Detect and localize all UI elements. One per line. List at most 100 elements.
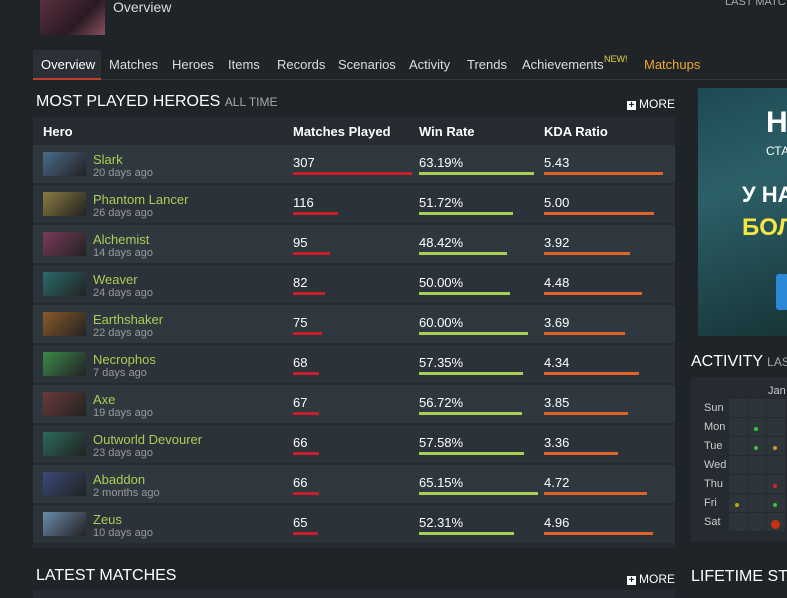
matches-played: 82 xyxy=(293,275,308,290)
activity-dot xyxy=(773,484,777,488)
nav-tab[interactable]: Matchups xyxy=(644,57,701,72)
win-rate: 63.19% xyxy=(419,155,464,170)
more-button[interactable]: MORE xyxy=(627,572,675,586)
win-rate: 51.72% xyxy=(419,195,464,210)
activity-dot xyxy=(735,503,739,507)
matches-bar xyxy=(293,292,325,295)
calendar-cell xyxy=(729,399,747,417)
profile-title: Overview xyxy=(113,0,172,15)
nav-tab[interactable]: Trends xyxy=(467,57,507,72)
weekday-label: Fri xyxy=(704,497,717,509)
table-row: Abaddon 2 months ago 66 65.15% 4.72 xyxy=(33,465,675,503)
hero-name[interactable]: Outworld Devourer xyxy=(93,432,203,447)
calendar-cell xyxy=(748,456,766,474)
weekday-label: Sun xyxy=(704,402,724,414)
calendar-cell xyxy=(748,494,766,512)
kda-bar xyxy=(544,452,618,455)
win-rate-bar xyxy=(419,532,515,535)
kda-bar xyxy=(544,252,630,255)
kda-ratio: 3.85 xyxy=(544,395,570,410)
win-rate: 60.00% xyxy=(419,315,464,330)
last-played: 2 months ago xyxy=(93,487,160,499)
win-rate-bar xyxy=(419,412,523,415)
calendar-cell xyxy=(767,418,785,436)
hero-icon xyxy=(43,232,86,256)
hero-name[interactable]: Earthshaker xyxy=(93,312,164,327)
activity-dot xyxy=(773,446,777,450)
hero-icon xyxy=(43,392,86,416)
section-title: LIFETIME STA xyxy=(691,568,787,585)
matches-played: 68 xyxy=(293,355,308,370)
hero-name[interactable]: Zeus xyxy=(93,512,122,527)
kda-bar xyxy=(544,212,654,215)
calendar-cell xyxy=(748,399,766,417)
kda-bar xyxy=(544,492,648,495)
matches-bar xyxy=(293,492,319,495)
title: ACTIVITY xyxy=(691,353,763,370)
kda-ratio: 4.96 xyxy=(544,515,570,530)
matches-played: 67 xyxy=(293,395,308,410)
table-row: Zeus 10 days ago 65 52.31% 4.96 xyxy=(33,505,675,543)
new-badge: NEW! xyxy=(604,54,628,64)
nav-tab[interactable]: Scenarios xyxy=(338,57,396,72)
hero-name[interactable]: Phantom Lancer xyxy=(93,192,189,207)
subtitle: LAST xyxy=(767,355,787,369)
section-title: MOST PLAYED HEROES ALL TIME xyxy=(36,93,277,111)
last-played: 14 days ago xyxy=(93,247,153,259)
matches-played: 66 xyxy=(293,475,308,490)
subtitle: ALL TIME xyxy=(224,95,278,109)
last-played: 20 days ago xyxy=(93,167,153,179)
kda-ratio: 4.48 xyxy=(544,275,570,290)
hero-icon xyxy=(43,352,86,376)
kda-bar xyxy=(544,532,653,535)
win-rate-bar xyxy=(419,212,514,215)
nav-tab[interactable]: Activity xyxy=(409,57,451,72)
activity-dot xyxy=(754,427,758,431)
calendar-cell xyxy=(729,437,747,455)
table-row: Slark 20 days ago 307 63.19% 5.43 xyxy=(33,145,675,183)
calendar-cell xyxy=(729,513,747,531)
matches-bar xyxy=(293,532,319,535)
hero-name[interactable]: Slark xyxy=(93,152,123,167)
kda-ratio: 3.92 xyxy=(544,235,570,250)
win-rate: 56.72% xyxy=(419,395,464,410)
kda-bar xyxy=(544,172,663,175)
nav-tab[interactable]: Achievements xyxy=(522,57,604,72)
nav-tab[interactable]: Matches xyxy=(109,57,159,72)
hero-name[interactable]: Abaddon xyxy=(93,472,146,487)
matches-panel xyxy=(33,590,675,598)
hero-icon xyxy=(43,192,86,216)
kda-bar xyxy=(544,372,640,375)
kda-ratio: 4.34 xyxy=(544,355,570,370)
nav-tab[interactable]: Items xyxy=(228,57,260,72)
win-rate-bar xyxy=(419,372,524,375)
hero-name[interactable]: Alchemist xyxy=(93,232,150,247)
table-row: Earthshaker 22 days ago 75 60.00% 3.69 xyxy=(33,305,675,343)
nav-tab[interactable]: Overview xyxy=(41,57,96,72)
matches-bar xyxy=(293,452,319,455)
hero-name[interactable]: Weaver xyxy=(93,272,138,287)
table-row: Necrophos 7 days ago 68 57.35% 4.34 xyxy=(33,345,675,383)
win-rate-bar xyxy=(419,492,538,495)
nav-tab[interactable]: Heroes xyxy=(172,57,214,72)
more-button[interactable]: MORE xyxy=(627,97,675,111)
column-header: Matches Played xyxy=(293,124,391,139)
win-rate: 50.00% xyxy=(419,275,464,290)
section-title: ACTIVITY LAST xyxy=(691,353,787,371)
last-played: 19 days ago xyxy=(93,407,153,419)
matches-played: 95 xyxy=(293,235,308,250)
active-tab-underline xyxy=(33,78,101,80)
kda-bar xyxy=(544,332,625,335)
table-row: Phantom Lancer 26 days ago 116 51.72% 5.00 xyxy=(33,185,675,223)
calendar-cell xyxy=(748,475,766,493)
weekday-label: Wed xyxy=(704,459,727,471)
nav-tab[interactable]: Records xyxy=(277,57,326,72)
hero-name[interactable]: Axe xyxy=(93,392,116,407)
weekday-label: Thu xyxy=(704,478,723,490)
hero-name[interactable]: Necrophos xyxy=(93,352,156,367)
kda-ratio: 4.72 xyxy=(544,475,570,490)
ad-banner[interactable]: Н СТА У НА БОЛ xyxy=(698,88,787,336)
matches-played: 65 xyxy=(293,515,308,530)
table-row: Axe 19 days ago 67 56.72% 3.85 xyxy=(33,385,675,423)
